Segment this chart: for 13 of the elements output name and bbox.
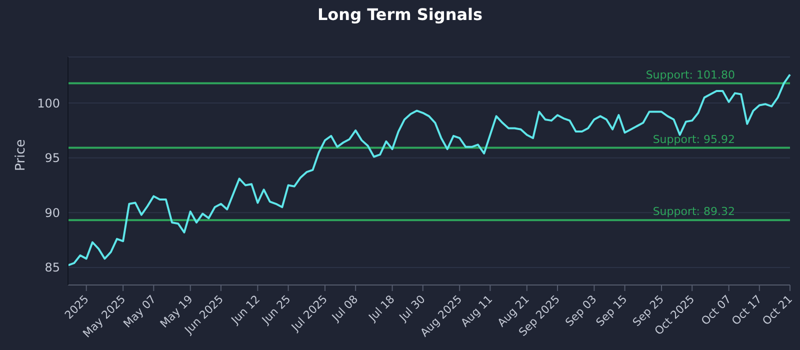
x-tick-label: Jul 18 — [366, 292, 398, 324]
x-tick-label: Jul 08 — [328, 292, 361, 324]
y-tick-label: 90 — [44, 206, 60, 220]
ref-line-label: Support: 101.80 — [646, 68, 735, 82]
x-tick-label: Jun 12 — [228, 292, 263, 328]
y-axis-title: Price — [14, 139, 29, 171]
ref-line-label: Support: 95.92 — [652, 132, 735, 146]
ref-line-label: Support: 89.32 — [652, 205, 735, 218]
y-tick-label: 95 — [44, 151, 60, 166]
y-tick-label: 100 — [37, 96, 60, 110]
y-tick-label: 85 — [44, 260, 60, 275]
x-tick-label: Jul 30 — [396, 292, 428, 324]
chart-title: Long Term Signals — [316, 4, 484, 26]
